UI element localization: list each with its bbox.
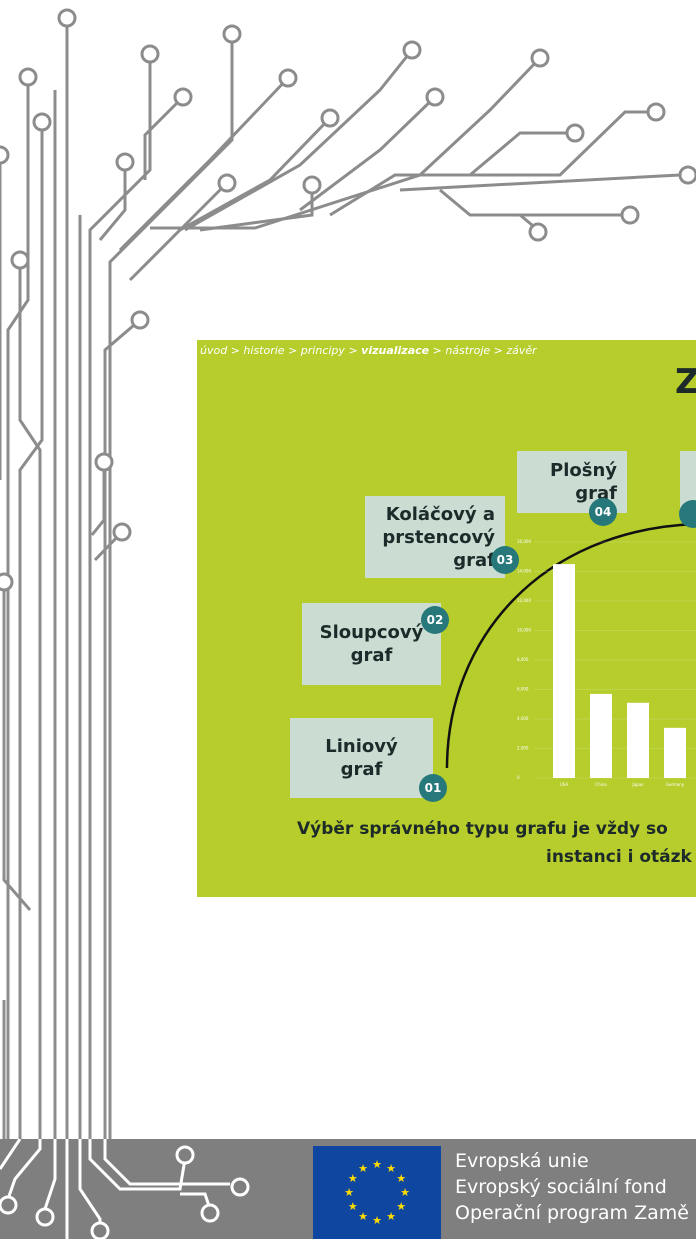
step-label: Liniový	[325, 735, 397, 758]
slide: úvod > historie > principy > vizualizace…	[197, 340, 696, 897]
y-tick-label: 4,000	[517, 716, 529, 721]
bar	[664, 728, 686, 778]
bar	[553, 564, 575, 778]
step-badge: 02	[421, 606, 449, 634]
y-tick-label: 16,000	[517, 539, 531, 544]
eu-star: ★	[396, 1200, 406, 1213]
step-label: prstencový	[382, 526, 495, 549]
footer-line: Evropský sociální fond	[455, 1174, 689, 1200]
eu-star: ★	[358, 1210, 368, 1223]
caption-line: Výběr správného typu grafu je vždy so	[197, 815, 696, 843]
eu-star: ★	[372, 1158, 382, 1171]
y-tick-label: 12,000	[517, 598, 531, 603]
y-tick-label: 8,000	[517, 657, 529, 662]
step-label: Plošný	[550, 459, 617, 482]
x-tick-label: Japan	[631, 782, 644, 787]
eu-star: ★	[386, 1210, 396, 1223]
bar	[590, 694, 612, 778]
y-tick-label: 14,000	[517, 569, 531, 574]
step-label: Sloupcový	[320, 621, 424, 644]
y-tick-label: 10,000	[517, 628, 531, 633]
x-tick-label: China	[595, 782, 607, 787]
eu-star: ★	[400, 1186, 410, 1199]
bar-chart: 0 2,000 4,000 6,000 8,000 10,000 12,000 14,000 1…	[515, 535, 696, 795]
bar	[627, 703, 649, 778]
eu-star: ★	[344, 1186, 354, 1199]
step-badge: 04	[589, 498, 617, 526]
eu-star: ★	[396, 1172, 406, 1185]
y-tick-label: 2,000	[517, 746, 529, 751]
x-tick-label: USA	[560, 782, 569, 787]
eu-star: ★	[372, 1214, 382, 1227]
y-tick-label: 6,000	[517, 687, 529, 692]
eu-stars: ★★★★★★★★★★★★	[313, 1146, 441, 1239]
step-label: graf	[351, 644, 393, 667]
caption-line: instanci i otázk	[197, 843, 696, 871]
step-label: Koláčový a	[386, 503, 495, 526]
page: {"breadcrumb": {"items": ["úvod", "histo…	[0, 0, 696, 1239]
x-tick-label: Germany	[666, 782, 685, 787]
eu-flag: ★★★★★★★★★★★★	[313, 1146, 441, 1239]
footer-line: Operační program Zamě	[455, 1200, 689, 1226]
eu-star: ★	[348, 1200, 358, 1213]
eu-star: ★	[386, 1162, 396, 1175]
step-badge: 01	[419, 774, 447, 802]
footer-line: Evropská unie	[455, 1148, 689, 1174]
step-label: graf	[453, 549, 495, 572]
circuit-footer	[0, 1139, 300, 1239]
y-tick-label: 0	[517, 775, 520, 780]
step-label: graf	[341, 758, 383, 781]
eu-star: ★	[348, 1172, 358, 1185]
eu-star: ★	[358, 1162, 368, 1175]
